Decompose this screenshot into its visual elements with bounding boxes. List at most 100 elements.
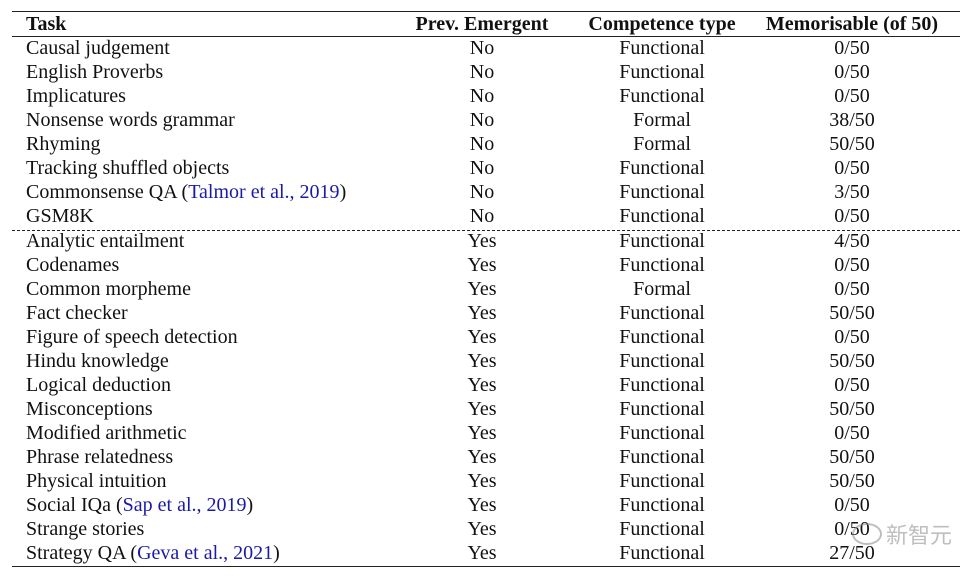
cell-prev-emergent: No — [469, 61, 495, 83]
cell-memorisable: 0/50 — [834, 85, 870, 107]
task-name: English Proverbs — [26, 61, 164, 83]
cell-competence-type: Functional — [619, 518, 705, 540]
cell-prev-emergent: No — [469, 85, 495, 107]
cell-prev-emergent: Yes — [467, 446, 497, 468]
cell-memorisable: 0/50 — [834, 278, 870, 300]
cell-prev-emergent: Yes — [467, 542, 497, 564]
cell-memorisable: 50/50 — [829, 470, 875, 492]
cell-task: Implicatures — [26, 84, 126, 108]
cell-prev-emergent: Yes — [467, 398, 497, 420]
citation-close: ) — [246, 494, 254, 516]
table-row: Fact checker Yes Functional 50/50 — [12, 301, 960, 325]
cell-competence-type: Functional — [619, 374, 705, 396]
header-memorisable: Memorisable (of 50) — [765, 13, 939, 35]
cell-competence-type: Functional — [619, 230, 705, 252]
task-name: Commonsense QA ( — [26, 181, 189, 203]
citation-link[interactable]: Talmor et al., 2019 — [188, 181, 340, 203]
cell-prev-emergent: Yes — [467, 470, 497, 492]
cell-task: Analytic entailment — [26, 229, 184, 253]
table-row: English Proverbs No Functional 0/50 — [12, 60, 960, 84]
table-row: Modified arithmetic Yes Functional 0/50 — [12, 421, 960, 445]
cell-competence-type: Functional — [619, 542, 705, 564]
cell-prev-emergent: Yes — [467, 494, 497, 516]
task-name: Analytic entailment — [26, 230, 185, 252]
cell-memorisable: 0/50 — [834, 374, 870, 396]
header-competence-type: Competence type — [588, 13, 736, 35]
cell-task: Codenames — [26, 253, 119, 277]
table-row: Implicatures No Functional 0/50 — [12, 84, 960, 108]
task-name: Social IQa ( — [26, 494, 123, 516]
table-row: Nonsense words grammar No Formal 38/50 — [12, 108, 960, 132]
cell-task: Fact checker — [26, 301, 128, 325]
citation-close: ) — [273, 542, 280, 564]
cell-memorisable: 38/50 — [829, 109, 875, 131]
task-name: Common morpheme — [26, 278, 191, 300]
table-row: Tracking shuffled objects No Functional 0/5… — [12, 156, 960, 180]
cell-prev-emergent: No — [469, 37, 495, 59]
cell-task: Nonsense words grammar — [26, 108, 235, 132]
citation-link[interactable]: Sap et al., 2019 — [122, 494, 247, 516]
task-name: Strategy QA ( — [26, 542, 138, 564]
table-row: Phrase relatedness Yes Functional 50/50 — [12, 445, 960, 469]
cell-competence-type: Functional — [619, 326, 705, 348]
cell-prev-emergent: Yes — [467, 278, 497, 300]
cell-task: Commonsense QA (Talmor et al., 2019) — [26, 180, 346, 204]
cell-prev-emergent: Yes — [467, 422, 497, 444]
table-row: GSM8K No Functional 0/50 — [12, 204, 960, 228]
cell-competence-type: Functional — [619, 254, 705, 276]
wechat-icon — [851, 523, 882, 545]
table-row: Rhyming No Formal 50/50 — [12, 132, 960, 156]
cell-memorisable: 50/50 — [829, 133, 875, 155]
top-rule — [12, 11, 960, 12]
cell-memorisable: 0/50 — [834, 422, 870, 444]
cell-prev-emergent: No — [469, 109, 495, 131]
cell-competence-type: Functional — [619, 446, 705, 468]
cell-task: Rhyming — [26, 132, 100, 156]
cell-competence-type: Functional — [619, 61, 705, 83]
cell-prev-emergent: Yes — [467, 254, 497, 276]
table-row: Causal judgement No Functional 0/50 — [12, 36, 960, 60]
cell-memorisable: 0/50 — [834, 61, 870, 83]
table-row: Figure of speech detection Yes Functional 0… — [12, 325, 960, 349]
cell-memorisable: 0/50 — [834, 254, 870, 276]
cell-prev-emergent: Yes — [467, 230, 497, 252]
cell-memorisable: 0/50 — [834, 37, 870, 59]
cell-task: Phrase relatedness — [26, 445, 173, 469]
cell-task: Physical intuition — [26, 469, 167, 493]
cell-competence-type: Formal — [633, 133, 691, 155]
cell-memorisable: 0/50 — [834, 157, 870, 179]
task-name: Physical intuition — [26, 470, 167, 492]
cell-prev-emergent: Yes — [467, 518, 497, 540]
group-separator-dashed — [12, 229, 960, 231]
table-header: Task Prev. Emergent Competence type Memo… — [12, 12, 960, 36]
cell-memorisable: 50/50 — [829, 446, 875, 468]
cell-competence-type: Functional — [619, 398, 705, 420]
task-name: Strange stories — [26, 518, 145, 540]
table-row: Logical deduction Yes Functional 0/50 — [12, 373, 960, 397]
cell-prev-emergent: Yes — [467, 350, 497, 372]
cell-memorisable: 0/50 — [834, 326, 870, 348]
cell-prev-emergent: No — [469, 133, 495, 155]
task-name: Fact checker — [26, 302, 128, 324]
cell-competence-type: Functional — [619, 422, 705, 444]
citation-link[interactable]: Geva et al., 2021 — [137, 542, 274, 564]
cell-competence-type: Functional — [619, 205, 705, 227]
cell-memorisable: 50/50 — [829, 350, 875, 372]
cell-competence-type: Functional — [619, 181, 705, 203]
table-row: Strange stories Yes Functional 0/50 — [12, 517, 960, 541]
cell-competence-type: Formal — [633, 109, 691, 131]
cell-task: Misconceptions — [26, 397, 153, 421]
cell-prev-emergent: No — [469, 157, 495, 179]
header-rule — [12, 36, 960, 37]
task-name: Tracking shuffled objects — [26, 157, 230, 179]
task-name: Implicatures — [26, 85, 126, 107]
cell-prev-emergent: Yes — [467, 326, 497, 348]
watermark-text: 新智元 — [885, 524, 952, 549]
cell-task: Social IQa (Sap et al., 2019) — [26, 493, 253, 517]
table-row: Codenames Yes Functional 0/50 — [12, 253, 960, 277]
table-row: Common morpheme Yes Formal 0/50 — [12, 277, 960, 301]
task-name: Misconceptions — [26, 398, 153, 420]
cell-prev-emergent: No — [469, 181, 495, 203]
table-row: Physical intuition Yes Functional 50/50 — [12, 469, 960, 493]
cell-memorisable: 27/50 — [829, 542, 875, 564]
